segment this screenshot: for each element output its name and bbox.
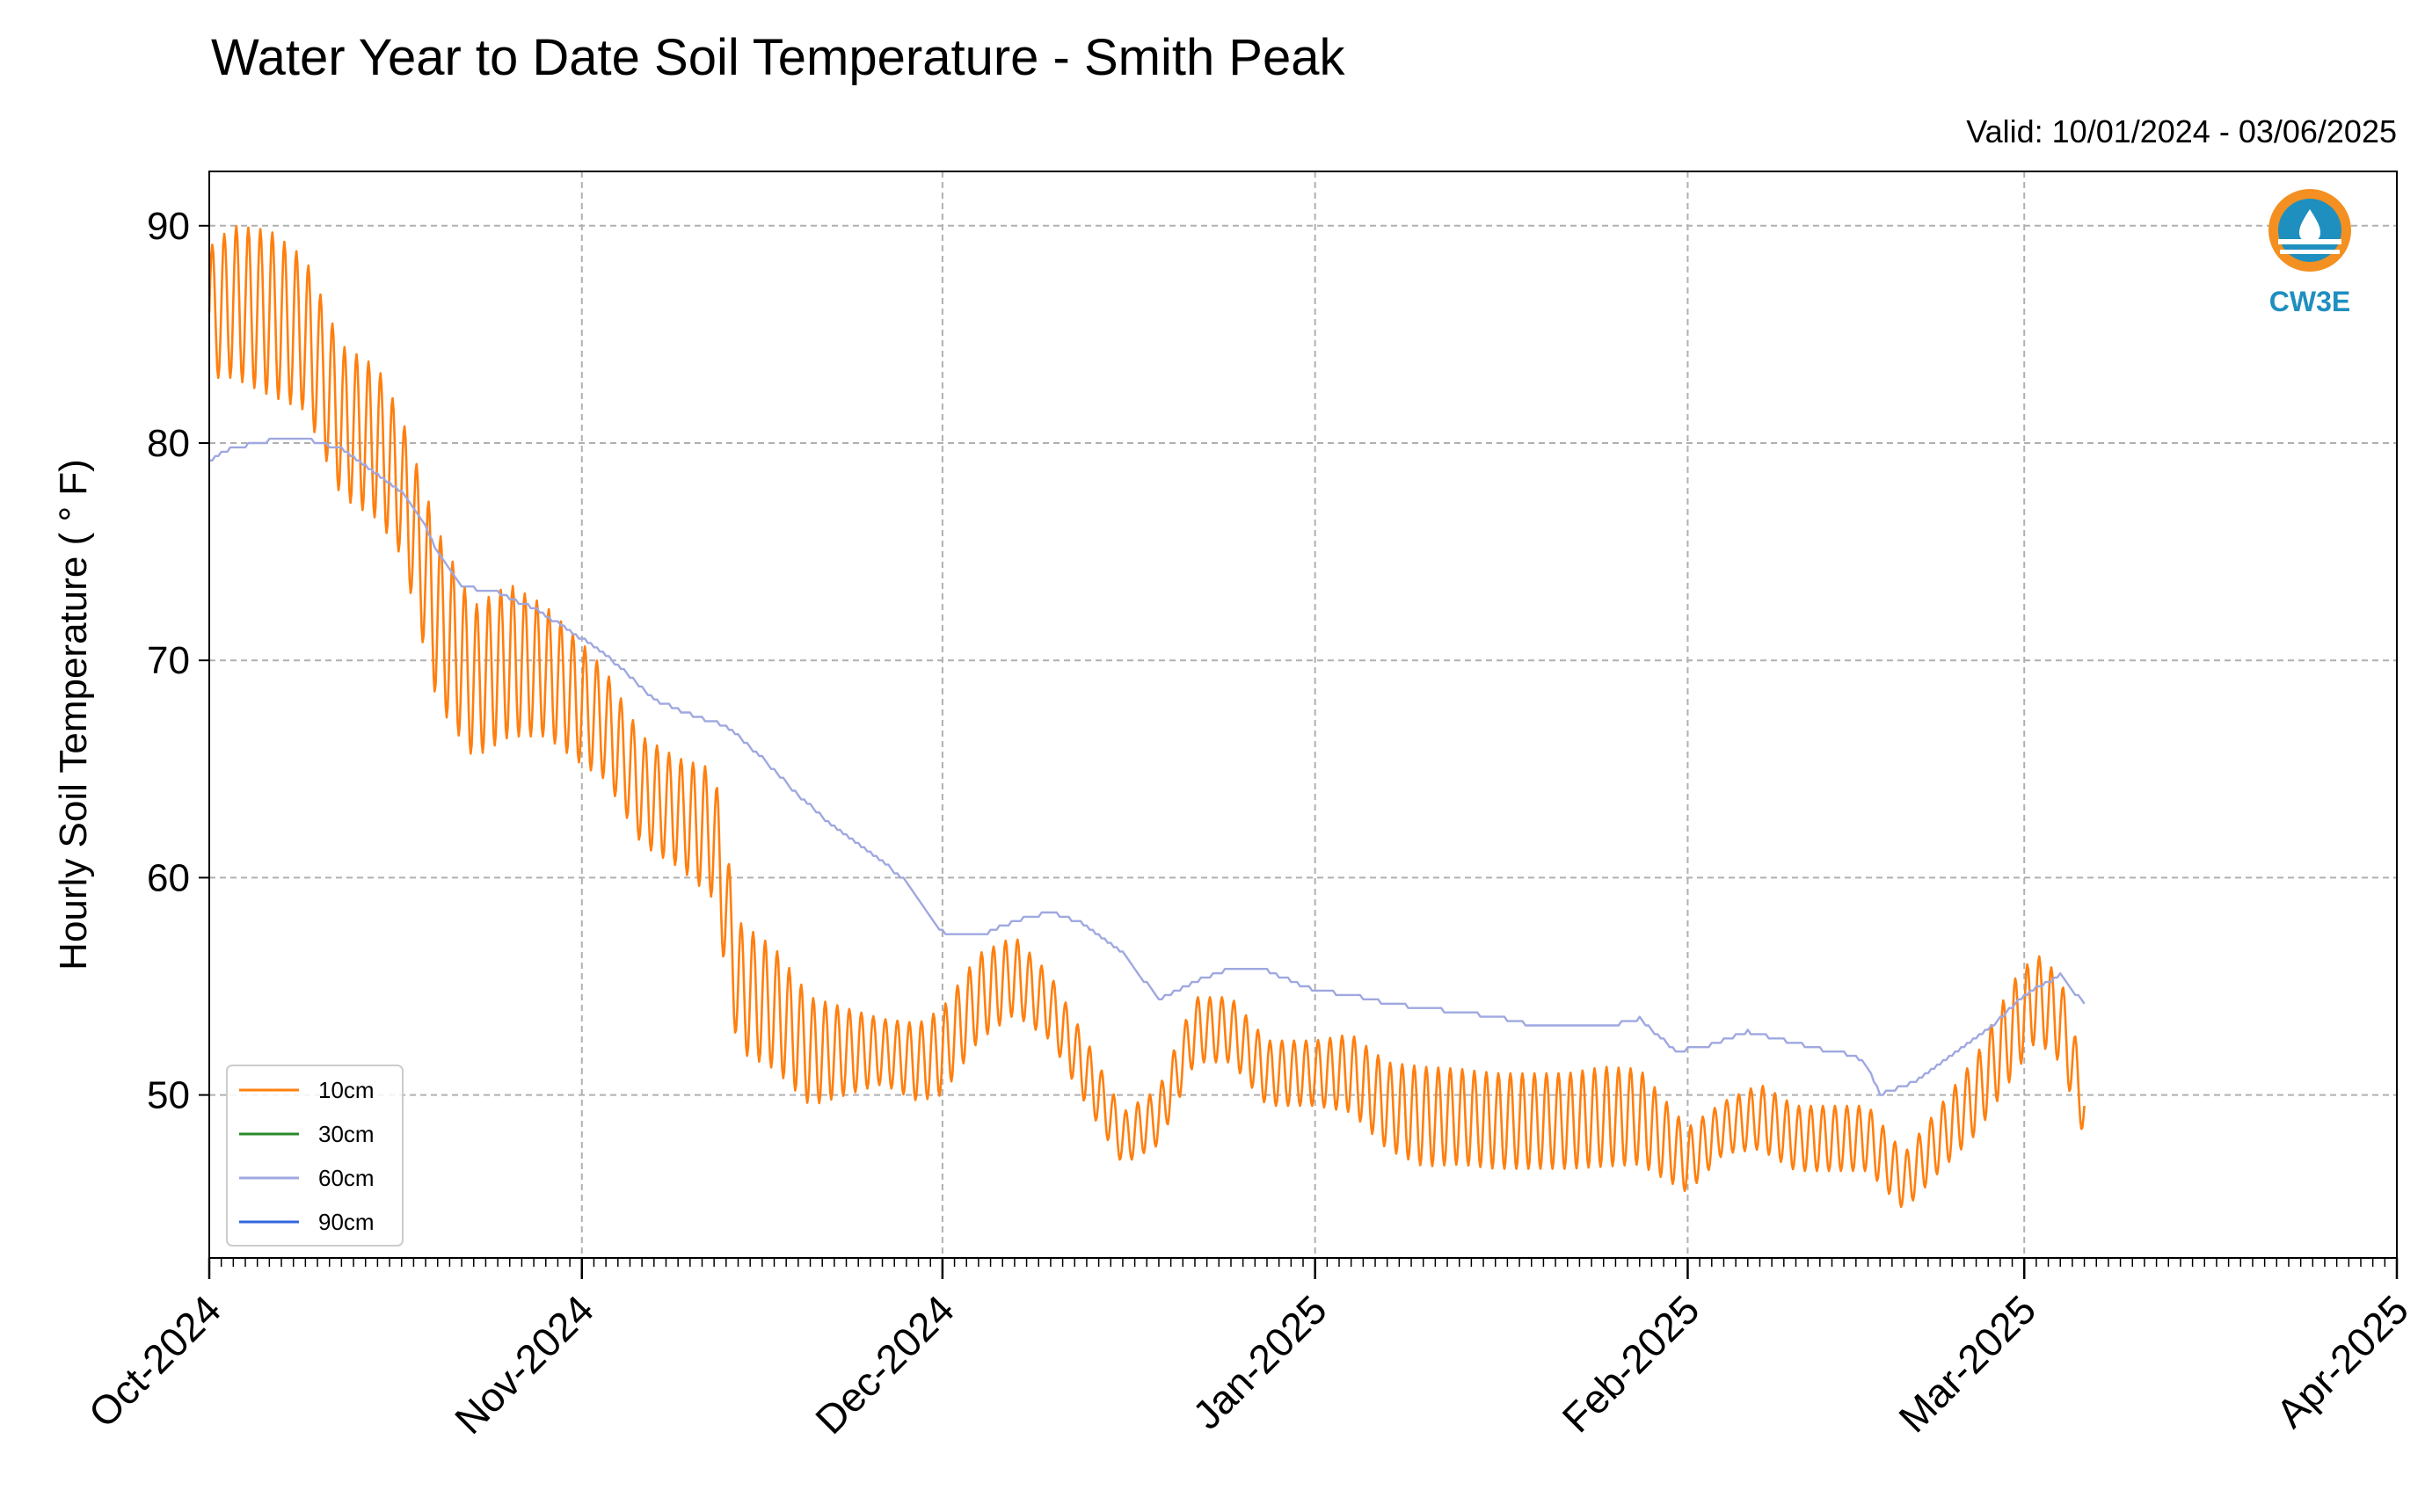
- series-layer: [208, 224, 2086, 1209]
- legend: 10cm 30cm 60cm 90cm: [226, 1065, 404, 1247]
- x-tick-label-2: Dec-2024: [806, 1286, 963, 1443]
- x-tick-label-0: Oct-2024: [80, 1286, 230, 1436]
- legend-label-10cm: 10cm: [318, 1077, 375, 1103]
- x-tick-label-5: Mar-2025: [1890, 1286, 2044, 1441]
- legend-label-90cm: 90cm: [318, 1209, 375, 1235]
- series-line-10cm: [208, 224, 2086, 1209]
- legend-box: [226, 1065, 404, 1247]
- cw3e-logo: CW3E: [2268, 189, 2351, 317]
- y-tick-label-90: 90: [147, 205, 190, 248]
- x-tick-label-3: Jan-2025: [1183, 1286, 1335, 1437]
- grid-lines: [209, 171, 2397, 1258]
- y-tick-label-80: 80: [147, 422, 190, 465]
- water-drop-icon: [2299, 209, 2320, 243]
- y-tick-label-70: 70: [147, 639, 190, 682]
- x-tick-label-4: Feb-2025: [1554, 1286, 1708, 1441]
- logo-wave-2: [2280, 250, 2340, 254]
- y-tick-label-60: 60: [147, 856, 190, 899]
- chart-subtitle-valid-range: Valid: 10/01/2024 - 03/06/2025: [1966, 113, 2397, 149]
- legend-label-30cm: 30cm: [318, 1121, 375, 1147]
- y-tick-label-50: 50: [147, 1074, 190, 1117]
- x-axis: Oct-2024 Nov-2024 Dec-2024 Jan-2025 Feb-2025…: [80, 1258, 2417, 1443]
- series-line-60cm: [209, 437, 2086, 1096]
- x-tick-label-6: Apr-2025: [2267, 1286, 2417, 1436]
- legend-label-60cm: 60cm: [318, 1165, 375, 1191]
- y-axis: 50 60 70 80 90: [147, 205, 209, 1117]
- y-axis-label: Hourly Soil Temperature ( ° F): [52, 459, 95, 970]
- x-tick-label-1: Nov-2024: [446, 1286, 602, 1443]
- chart-title: Water Year to Date Soil Temperature - Sm…: [211, 29, 1346, 86]
- logo-text: CW3E: [2269, 286, 2350, 317]
